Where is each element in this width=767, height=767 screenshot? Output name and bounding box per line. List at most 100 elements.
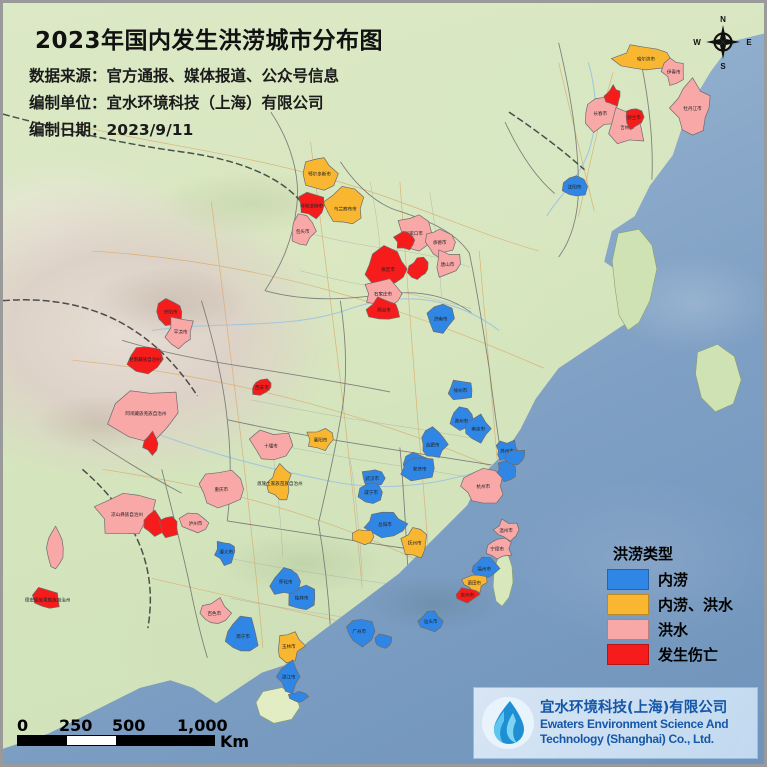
flood-region[interactable] (471, 556, 501, 579)
flood-region[interactable] (668, 77, 711, 136)
flood-region[interactable] (400, 457, 435, 482)
city-label: 西安市 (255, 384, 269, 391)
city-label: 阿坝藏族羌族自治州 (125, 410, 166, 417)
flood-region[interactable] (485, 537, 513, 560)
flood-region[interactable] (603, 84, 621, 107)
city-label: 邢台市 (377, 307, 391, 314)
flood-region[interactable] (610, 44, 677, 71)
flood-region[interactable] (126, 346, 164, 375)
city-label: 湛江市 (282, 674, 296, 681)
flood-region[interactable] (32, 586, 60, 609)
flood-region[interactable] (421, 426, 449, 458)
flood-region[interactable] (365, 296, 400, 320)
city-label: 承德市 (433, 239, 447, 246)
flood-region[interactable] (46, 525, 64, 570)
flood-region[interactable] (357, 482, 383, 504)
river-network (121, 62, 596, 488)
city-label: 百色市 (208, 610, 222, 617)
legend-title: 洪涝类型 (613, 545, 674, 563)
flood-region[interactable] (158, 516, 179, 539)
flood-region[interactable] (288, 691, 310, 703)
flood-region[interactable] (291, 213, 317, 246)
flood-region[interactable] (364, 245, 408, 286)
compass-south-label: S (720, 62, 726, 71)
city-label: 玉林市 (282, 643, 296, 650)
city-label: 温州市 (499, 527, 513, 534)
city-label: 石家庄市 (374, 291, 393, 298)
flood-region[interactable] (178, 512, 210, 534)
legend-item-neilao-hongshui[interactable]: 内涝、洪水 (607, 594, 733, 615)
city-label: 宁德市 (490, 546, 504, 553)
flood-region[interactable] (275, 659, 301, 695)
flood-region[interactable] (248, 429, 294, 461)
city-label: 武汉市 (365, 475, 379, 482)
city-label: 泸州市 (189, 520, 203, 527)
flood-region[interactable] (417, 610, 444, 633)
flood-region[interactable] (425, 228, 456, 259)
city-label: 合肥市 (426, 442, 440, 449)
city-label: 咸宁市 (364, 489, 378, 496)
legend-label-casualties: 发生伤亡 (658, 646, 719, 664)
flood-region[interactable] (461, 574, 488, 593)
publisher-line: 编制单位：宜水环境科技（上海）有限公司 (29, 94, 324, 112)
flood-region[interactable] (465, 413, 492, 444)
scale-unit-label: Km (220, 732, 250, 751)
flood-region[interactable] (107, 390, 179, 444)
flood-region[interactable] (426, 303, 455, 334)
flood-region[interactable] (214, 540, 236, 566)
company-name-en-line2: Technology (Shanghai) Co., Ltd. (540, 732, 714, 747)
legend-item-casualties[interactable]: 发生伤亡 (607, 644, 733, 665)
legend-label-neilao: 内涝 (658, 571, 689, 589)
flood-region[interactable] (322, 185, 365, 225)
flood-region[interactable] (352, 529, 375, 546)
flood-region[interactable] (561, 175, 588, 197)
flood-region[interactable] (496, 460, 517, 483)
flood-region[interactable] (447, 379, 473, 401)
flood-region[interactable] (93, 492, 157, 535)
legend-item-hongshui[interactable]: 洪水 (607, 619, 733, 640)
legend-item-neilao[interactable]: 内涝 (607, 569, 733, 590)
flood-region[interactable] (277, 631, 307, 664)
flood-region[interactable] (298, 191, 325, 220)
city-label: 包头市 (296, 228, 310, 235)
flood-region[interactable] (455, 587, 481, 604)
flood-region[interactable] (269, 567, 301, 595)
flood-region[interactable] (142, 430, 159, 456)
flood-region[interactable] (492, 518, 520, 542)
flood-region[interactable] (625, 108, 645, 131)
flood-region[interactable] (374, 633, 393, 649)
city-label: 保定市 (381, 266, 395, 273)
flood-region[interactable] (302, 157, 339, 191)
flood-region[interactable] (252, 378, 272, 396)
city-label: 徐州市 (454, 387, 468, 394)
legend-swatch-casualties (607, 644, 649, 665)
flood-region[interactable] (407, 256, 429, 280)
city-label: 南宁市 (236, 633, 250, 640)
scale-tick-500: 500 (112, 716, 146, 735)
flood-region[interactable] (199, 597, 233, 624)
flood-region[interactable] (660, 57, 684, 86)
flood-region[interactable] (306, 428, 334, 451)
flood-region[interactable] (460, 467, 504, 504)
city-label: 莆田市 (467, 579, 481, 586)
japan-kyushu (695, 343, 742, 413)
flood-region[interactable] (400, 527, 428, 559)
flood-region[interactable] (143, 509, 164, 537)
city-label: 平凉市 (174, 328, 188, 335)
page-title: 2023年国内发生洪涝城市分布图 (35, 28, 384, 54)
flood-region[interactable] (224, 615, 259, 652)
scale-tick-labels: 0 250 500 1,000 (17, 714, 247, 735)
flood-region[interactable] (164, 316, 194, 350)
flood-region[interactable] (198, 469, 244, 509)
flood-region[interactable] (346, 619, 376, 648)
flood-region[interactable] (392, 230, 416, 251)
flood-region[interactable] (363, 511, 409, 539)
map-vector-overlay: 乌兰察布市 呼和浩特市 鄂尔多斯市 包头市 张家口市 承德市 唐山市 保定市 石家庄市 邢台市 济南… (3, 3, 764, 764)
flood-region[interactable] (504, 450, 526, 466)
flood-region[interactable] (266, 463, 292, 501)
city-label: 汕头市 (424, 618, 438, 625)
city-label: 德宏傣族景颇族自治州 (25, 596, 71, 603)
city-label: 恩施土家族苗族自治州 (257, 480, 303, 487)
flood-region[interactable] (436, 249, 461, 278)
